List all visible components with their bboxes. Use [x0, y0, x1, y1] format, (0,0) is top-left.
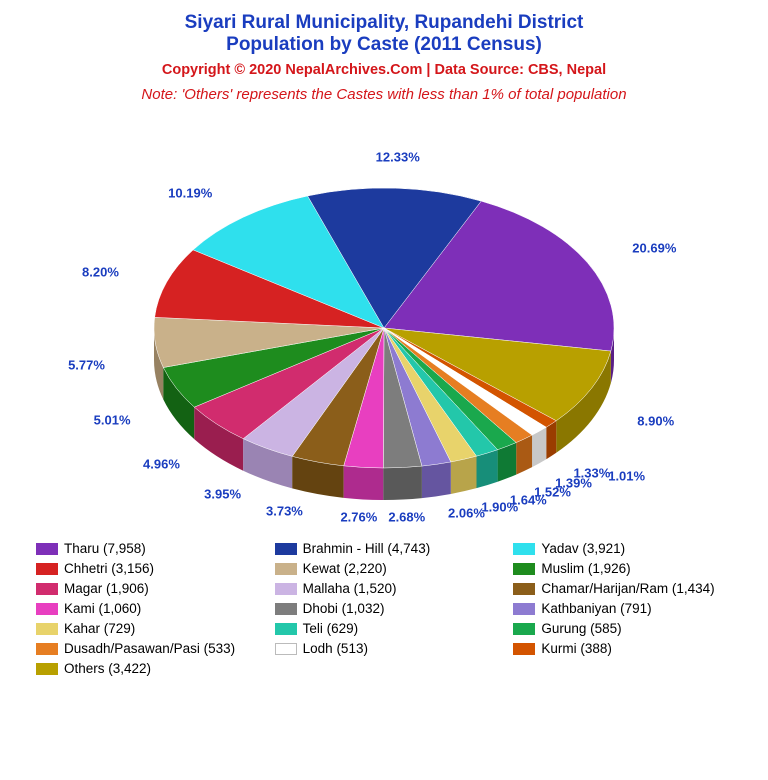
legend-item: Lodh (513) [275, 641, 506, 656]
legend-swatch [513, 603, 535, 615]
legend-label: Kami (1,060) [64, 601, 141, 616]
legend-label: Tharu (7,958) [64, 541, 146, 556]
pct-label: 8.90% [637, 413, 674, 428]
legend-swatch [513, 583, 535, 595]
legend-swatch [275, 543, 297, 555]
pct-label: 1.90% [481, 500, 518, 515]
pct-label: 3.73% [266, 503, 303, 518]
legend-swatch [36, 563, 58, 575]
legend-item: Kurmi (388) [513, 641, 744, 656]
legend-item: Gurung (585) [513, 621, 744, 636]
legend-swatch [275, 623, 297, 635]
legend-item: Dhobi (1,032) [275, 601, 506, 616]
legend-label: Gurung (585) [541, 621, 621, 636]
legend-swatch [275, 563, 297, 575]
legend-item: Kewat (2,220) [275, 561, 506, 576]
legend-item: Muslim (1,926) [513, 561, 744, 576]
legend-item: Kahar (729) [36, 621, 267, 636]
pie-side [383, 466, 422, 500]
legend-item: Others (3,422) [36, 661, 267, 676]
title-line-2: Population by Caste (2011 Census) [0, 34, 768, 56]
legend-swatch [36, 543, 58, 555]
legend-item: Chhetri (3,156) [36, 561, 267, 576]
legend-label: Chamar/Harijan/Ram (1,434) [541, 581, 714, 596]
legend-swatch [513, 623, 535, 635]
legend-item: Dusadh/Pasawan/Pasi (533) [36, 641, 267, 656]
legend-swatch [275, 603, 297, 615]
legend-label: Brahmin - Hill (4,743) [303, 541, 431, 556]
legend-item: Brahmin - Hill (4,743) [275, 541, 506, 556]
legend-swatch [275, 583, 297, 595]
legend-label: Kathbaniyan (791) [541, 601, 651, 616]
legend-label: Yadav (3,921) [541, 541, 625, 556]
pie-side [344, 466, 384, 500]
legend-swatch [513, 543, 535, 555]
pct-label: 2.68% [388, 510, 425, 525]
legend-item: Tharu (7,958) [36, 541, 267, 556]
legend-label: Teli (629) [303, 621, 359, 636]
legend-item: Chamar/Harijan/Ram (1,434) [513, 581, 744, 596]
legend-item: Magar (1,906) [36, 581, 267, 596]
pct-label: 12.33% [376, 150, 420, 165]
pct-label: 20.69% [632, 241, 676, 256]
legend-swatch [36, 603, 58, 615]
chart-title: Siyari Rural Municipality, Rupandehi Dis… [0, 12, 768, 56]
legend-label: Dusadh/Pasawan/Pasi (533) [64, 641, 235, 656]
legend: Tharu (7,958) Brahmin - Hill (4,743) Yadav… [0, 533, 768, 688]
legend-label: Chhetri (3,156) [64, 561, 154, 576]
pie-chart: 20.69%8.90%1.01%1.33%1.39%1.52%1.64%1.90… [0, 113, 768, 533]
legend-label: Dhobi (1,032) [303, 601, 385, 616]
note-text: Note: 'Others' represents the Castes wit… [0, 86, 768, 103]
legend-label: Kewat (2,220) [303, 561, 387, 576]
legend-swatch [513, 643, 535, 655]
legend-swatch [36, 663, 58, 675]
pct-label: 2.06% [448, 506, 485, 521]
pct-label: 3.95% [204, 487, 241, 502]
pie-side [451, 456, 477, 494]
pct-label: 2.76% [340, 510, 377, 525]
legend-item: Kami (1,060) [36, 601, 267, 616]
legend-swatch [513, 563, 535, 575]
pct-label: 4.96% [143, 457, 180, 472]
pct-label: 8.20% [82, 264, 119, 279]
legend-label: Others (3,422) [64, 661, 151, 676]
legend-swatch [36, 643, 58, 655]
pct-label: 10.19% [168, 185, 212, 200]
pct-label: 5.01% [94, 413, 131, 428]
pie-side [422, 462, 451, 498]
legend-label: Lodh (513) [303, 641, 368, 656]
title-line-1: Siyari Rural Municipality, Rupandehi Dis… [0, 12, 768, 34]
copyright-text: Copyright © 2020 NepalArchives.Com | Dat… [0, 62, 768, 78]
legend-item: Yadav (3,921) [513, 541, 744, 556]
legend-label: Muslim (1,926) [541, 561, 630, 576]
legend-label: Kahar (729) [64, 621, 135, 636]
legend-swatch [36, 583, 58, 595]
legend-label: Magar (1,906) [64, 581, 149, 596]
legend-item: Teli (629) [275, 621, 506, 636]
legend-item: Mallaha (1,520) [275, 581, 506, 596]
pct-label: 5.77% [68, 358, 105, 373]
legend-label: Kurmi (388) [541, 641, 612, 656]
legend-swatch [36, 623, 58, 635]
legend-item: Kathbaniyan (791) [513, 601, 744, 616]
pct-label: 1.01% [608, 468, 645, 483]
legend-swatch [275, 643, 297, 655]
legend-label: Mallaha (1,520) [303, 581, 397, 596]
